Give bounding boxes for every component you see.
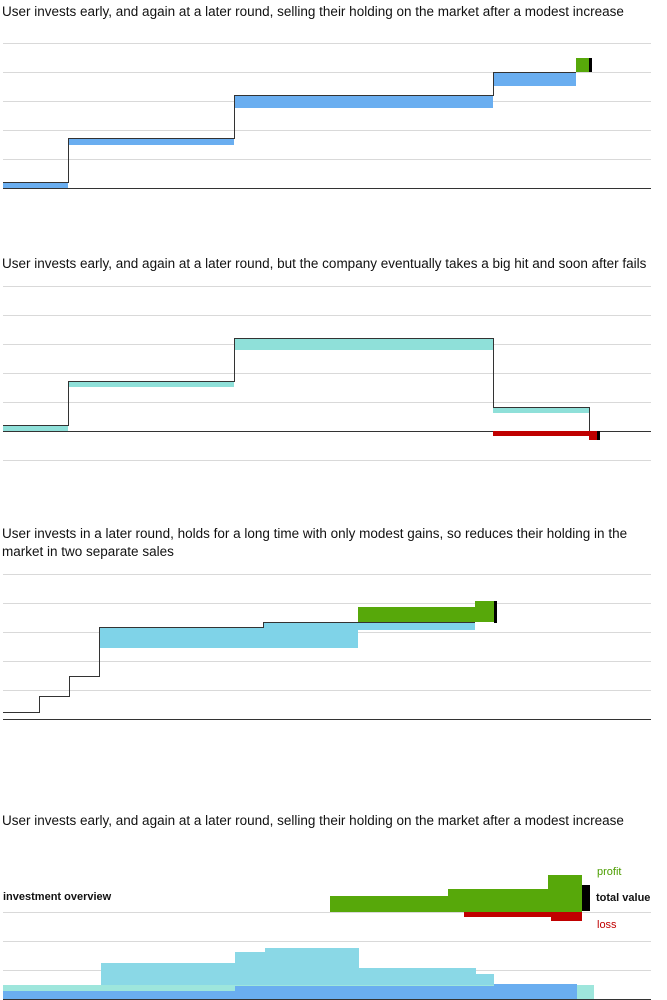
panel-3-value-line <box>3 622 475 713</box>
panel-4-loss-bar <box>551 912 582 921</box>
panel-2-loss-bar <box>493 431 590 436</box>
total-value-label: total value <box>596 892 650 904</box>
holding-bar <box>3 425 68 431</box>
panel-1-diagram <box>3 43 651 189</box>
profit-bar <box>358 607 475 622</box>
panel-4-holding-areas <box>3 948 594 999</box>
profit-bar <box>330 896 448 912</box>
profit-bar <box>448 889 548 912</box>
panel-4-loss-bar <box>464 912 551 917</box>
panel-4-caption: User invests early, and again at a later… <box>2 813 624 828</box>
panel-1-value-line <box>3 72 576 183</box>
panel-4-profit-bars <box>330 875 582 912</box>
holding-bar <box>234 95 493 108</box>
panel-1-holding-bars <box>3 72 576 188</box>
holding-bar <box>234 338 493 350</box>
profit-bar <box>475 601 494 622</box>
panel-1-sale-marker <box>589 58 592 72</box>
profit-label: profit <box>597 866 621 878</box>
holding-bar <box>99 627 358 648</box>
panel-3-profit-bars <box>358 601 494 622</box>
overview-label: investment overview <box>3 891 112 903</box>
holding-bar <box>493 72 576 86</box>
holding-area <box>3 991 235 999</box>
panel-3-holding-bars <box>99 622 475 648</box>
holding-area <box>235 986 494 999</box>
holding-bar <box>358 622 475 630</box>
panel-2-holding-bars <box>3 338 589 431</box>
holding-bar <box>493 407 589 413</box>
panel-2-caption: User invests early, and again at a later… <box>2 256 647 271</box>
panel-1-caption: User invests early, and again at a later… <box>2 4 624 19</box>
holding-bar <box>68 381 234 387</box>
holding-bar <box>3 182 68 188</box>
panel-2-loss-block <box>589 431 597 440</box>
panel-1-profit-bar <box>576 58 589 72</box>
panel-2-fail-marker <box>597 431 600 440</box>
panel-4-total-marker <box>582 885 590 911</box>
panel-4-diagram: investment overview profit total value l… <box>3 866 651 1000</box>
holding-bar <box>68 138 234 145</box>
panel-3-caption: User invests in a later round, holds for… <box>2 526 628 559</box>
profit-bar <box>548 875 582 912</box>
panel-3-sale-marker <box>494 601 497 623</box>
loss-label: loss <box>597 919 617 931</box>
panel-3-diagram <box>3 574 651 720</box>
holding-bar <box>263 622 358 627</box>
panel-2-value-line <box>3 338 590 432</box>
holding-area <box>494 984 577 999</box>
panel-2-diagram <box>3 286 651 461</box>
